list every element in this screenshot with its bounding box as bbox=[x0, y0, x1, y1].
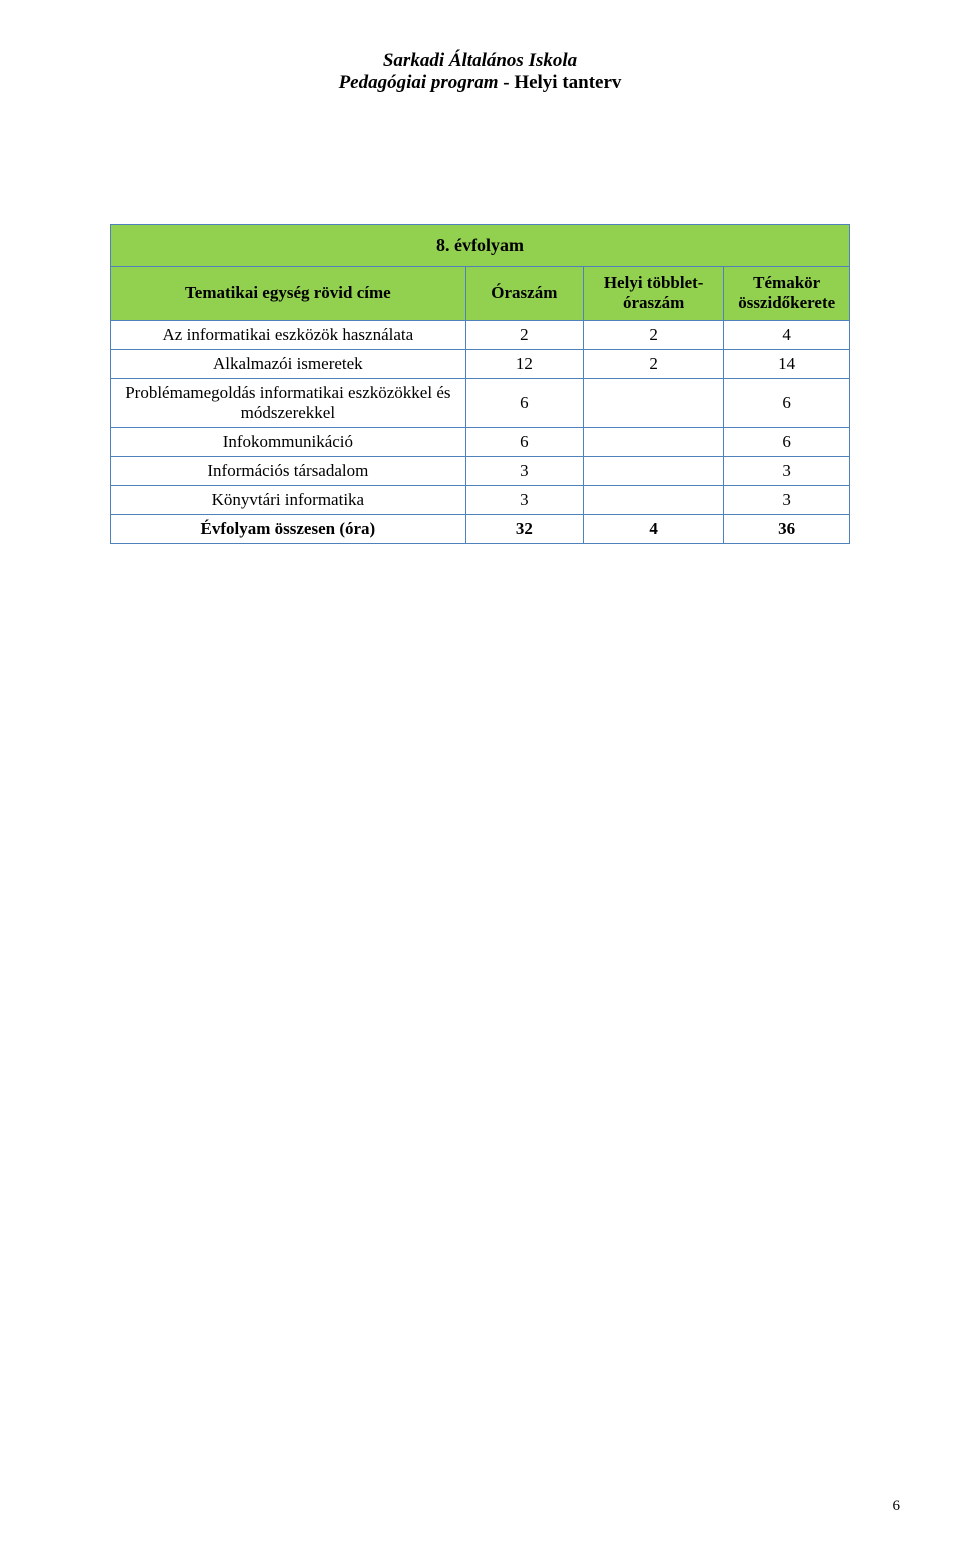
col-header-extra-hours: Helyi többlet-óraszám bbox=[583, 267, 723, 321]
table-row: Információs társadalom 3 3 bbox=[111, 456, 850, 485]
curriculum-table: 8. évfolyam Tematikai egység rövid címe … bbox=[110, 224, 850, 544]
row-extra bbox=[583, 456, 723, 485]
row-hours: 3 bbox=[465, 456, 583, 485]
row-extra bbox=[583, 427, 723, 456]
table-row: Könyvtári informatika 3 3 bbox=[111, 485, 850, 514]
header-line-2-plain: Helyi tanterv bbox=[514, 72, 621, 93]
row-extra bbox=[583, 378, 723, 427]
row-extra: 2 bbox=[583, 349, 723, 378]
page-number: 6 bbox=[893, 1498, 901, 1515]
row-label: Problémamegoldás informatikai eszközökke… bbox=[111, 378, 466, 427]
table-total-row: Évfolyam összesen (óra) 32 4 36 bbox=[111, 514, 850, 543]
col-header-hours: Óraszám bbox=[465, 267, 583, 321]
total-extra: 4 bbox=[583, 514, 723, 543]
row-extra: 2 bbox=[583, 320, 723, 349]
table-title-cell: 8. évfolyam bbox=[111, 225, 850, 267]
table-row: Problémamegoldás informatikai eszközökke… bbox=[111, 378, 850, 427]
header-line-2-italic: Pedagógiai program bbox=[339, 72, 499, 93]
row-total: 14 bbox=[724, 349, 850, 378]
row-total: 3 bbox=[724, 485, 850, 514]
document-page: Sarkadi Általános Iskola Pedagógiai prog… bbox=[0, 0, 960, 1545]
table-row: Alkalmazói ismeretek 12 2 14 bbox=[111, 349, 850, 378]
row-hours: 12 bbox=[465, 349, 583, 378]
row-hours: 2 bbox=[465, 320, 583, 349]
total-label: Évfolyam összesen (óra) bbox=[111, 514, 466, 543]
row-label: Információs társadalom bbox=[111, 456, 466, 485]
total-frame: 36 bbox=[724, 514, 850, 543]
row-label: Könyvtári informatika bbox=[111, 485, 466, 514]
row-hours: 3 bbox=[465, 485, 583, 514]
row-total: 3 bbox=[724, 456, 850, 485]
table-row: Infokommunikáció 6 6 bbox=[111, 427, 850, 456]
table-title-row: 8. évfolyam bbox=[111, 225, 850, 267]
col-header-total-frame: Témakör összidőkerete bbox=[724, 267, 850, 321]
header-line-2: Pedagógiai program - Helyi tanterv bbox=[110, 72, 850, 94]
table-row: Az informatikai eszközök használata 2 2 … bbox=[111, 320, 850, 349]
row-hours: 6 bbox=[465, 378, 583, 427]
col-header-topic: Tematikai egység rövid címe bbox=[111, 267, 466, 321]
row-total: 6 bbox=[724, 378, 850, 427]
header-line-2-sep: - bbox=[498, 72, 514, 93]
row-total: 4 bbox=[724, 320, 850, 349]
total-hours: 32 bbox=[465, 514, 583, 543]
row-label: Az informatikai eszközök használata bbox=[111, 320, 466, 349]
row-label: Alkalmazói ismeretek bbox=[111, 349, 466, 378]
row-total: 6 bbox=[724, 427, 850, 456]
row-label: Infokommunikáció bbox=[111, 427, 466, 456]
row-hours: 6 bbox=[465, 427, 583, 456]
row-extra bbox=[583, 485, 723, 514]
table-header-row: Tematikai egység rövid címe Óraszám Hely… bbox=[111, 267, 850, 321]
document-header: Sarkadi Általános Iskola Pedagógiai prog… bbox=[110, 50, 850, 94]
header-line-1: Sarkadi Általános Iskola bbox=[110, 50, 850, 72]
